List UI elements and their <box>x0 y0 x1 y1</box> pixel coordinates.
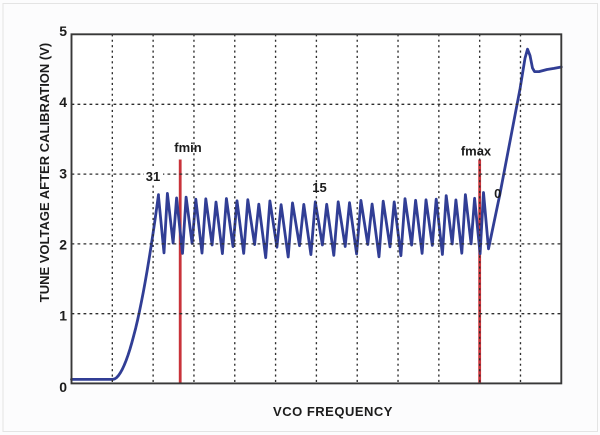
svg-text:5: 5 <box>59 23 67 39</box>
svg-text:3: 3 <box>59 165 67 181</box>
svg-text:4: 4 <box>59 94 67 110</box>
svg-text:fmax: fmax <box>461 144 492 159</box>
svg-text:15: 15 <box>312 180 326 195</box>
svg-text:0: 0 <box>494 186 501 201</box>
svg-text:0: 0 <box>59 379 67 395</box>
svg-text:VCO FREQUENCY: VCO FREQUENCY <box>273 404 393 419</box>
svg-text:31: 31 <box>146 169 160 184</box>
svg-text:2: 2 <box>59 236 67 252</box>
svg-text:TUNE VOLTAGE AFTER CALIBRATION: TUNE VOLTAGE AFTER CALIBRATION (V) <box>37 43 52 303</box>
svg-text:1: 1 <box>59 308 67 324</box>
svg-text:fmin: fmin <box>174 140 202 155</box>
